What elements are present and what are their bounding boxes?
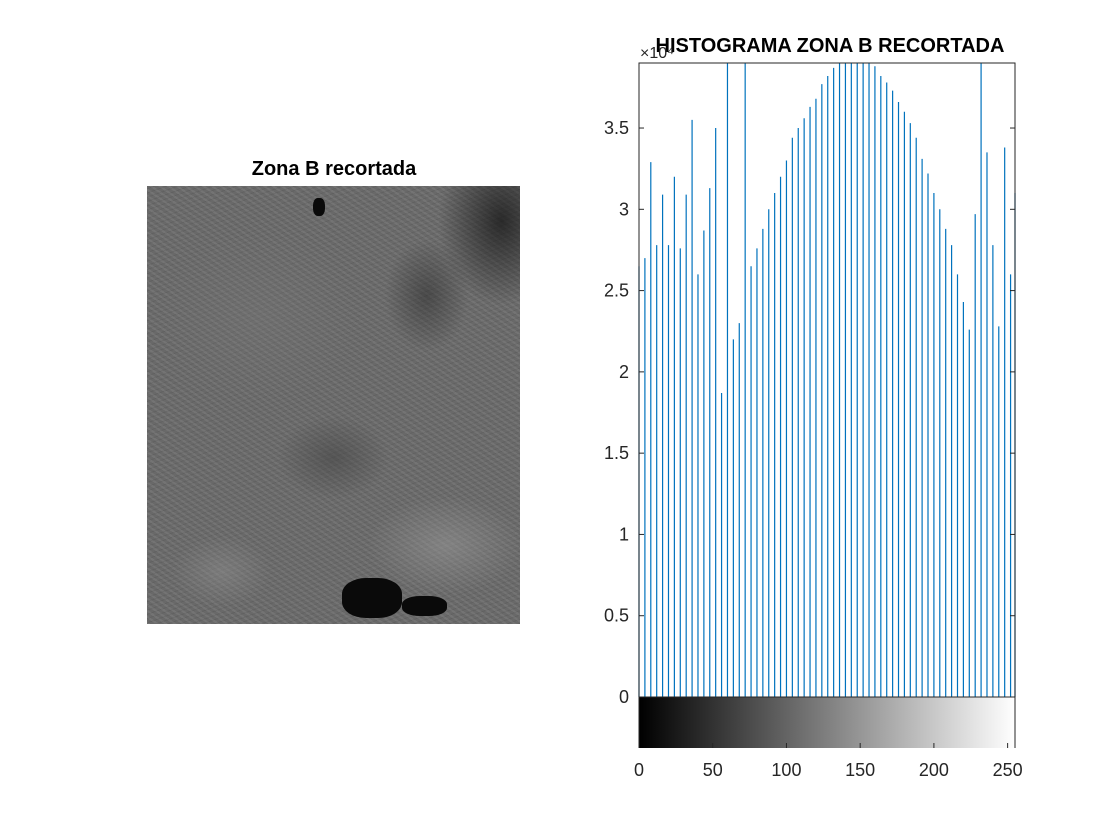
y-tick-label: 1 — [619, 524, 629, 544]
x-tick-label: 50 — [703, 760, 723, 780]
y-tick-label: 3 — [619, 199, 629, 219]
x-tick-label: 150 — [845, 760, 875, 780]
y-tick-label: 2.5 — [604, 281, 629, 301]
x-tick-label: 100 — [771, 760, 801, 780]
y-tick-label: 2 — [619, 362, 629, 382]
reservoir-dark-region-2 — [402, 596, 447, 616]
y-tick-label: 3.5 — [604, 118, 629, 138]
reservoir-dark-region — [342, 578, 402, 618]
y-tick-label: 0 — [619, 687, 629, 707]
y-tick-label: 0.5 — [604, 606, 629, 626]
zone-b-satellite-image — [147, 186, 520, 624]
y-exponent-label: ×10⁴ — [640, 45, 674, 62]
x-tick-label: 250 — [993, 760, 1023, 780]
lake-dark-region — [313, 198, 325, 216]
histogram-title: HISTOGRAMA ZONA B RECORTADA — [655, 35, 1005, 57]
x-tick-label: 200 — [919, 760, 949, 780]
x-tick-label: 0 — [634, 760, 644, 780]
grayscale-colorbar — [639, 697, 1015, 748]
image-title: Zona B recortada — [251, 158, 417, 180]
y-tick-label: 1.5 — [604, 443, 629, 463]
axes-box — [638, 62, 1016, 698]
